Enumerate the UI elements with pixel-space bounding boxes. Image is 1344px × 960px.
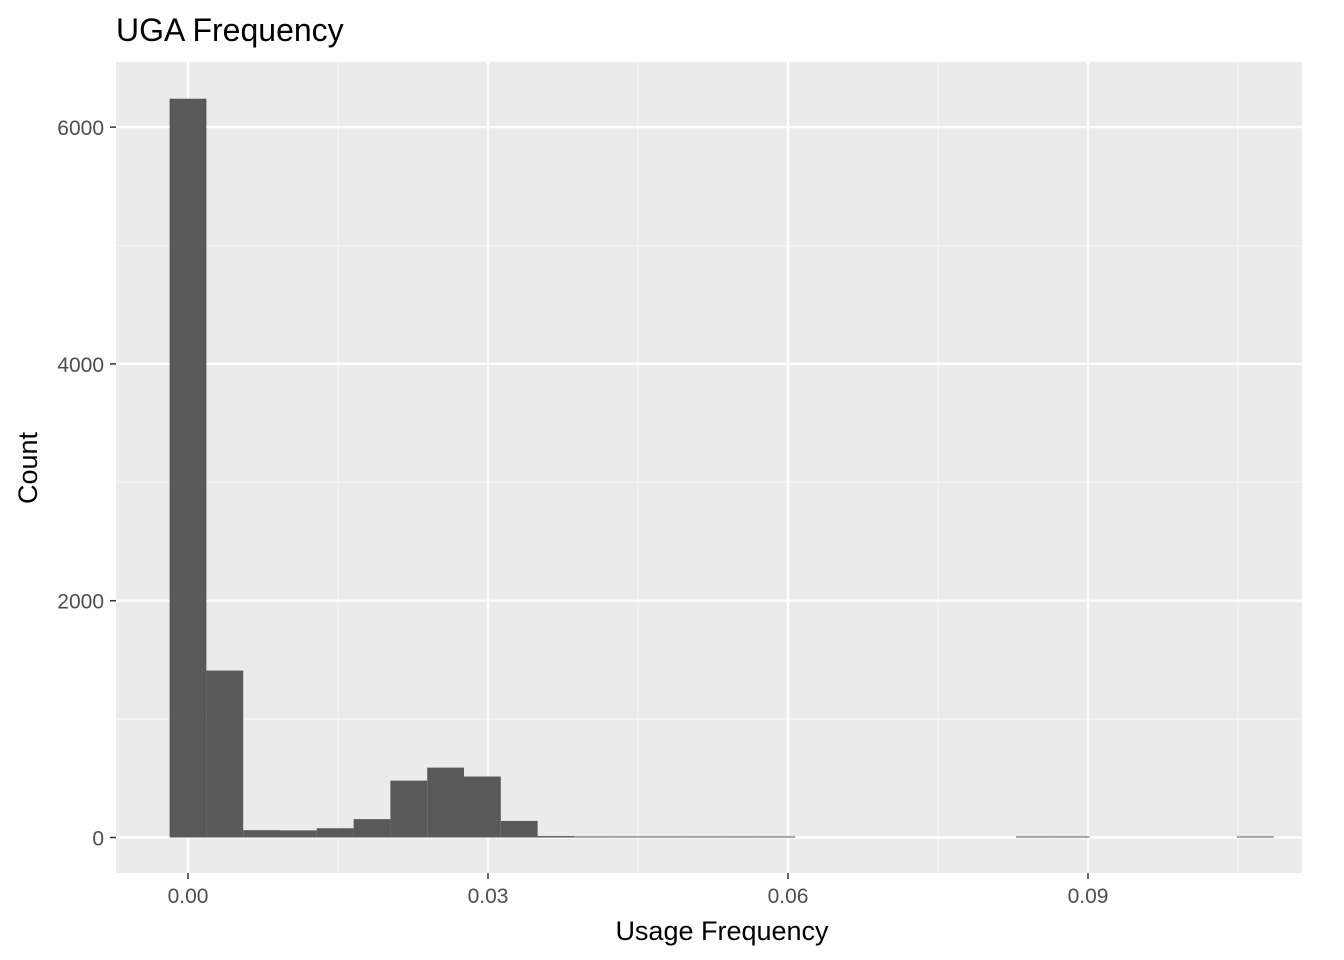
histogram-bar bbox=[243, 830, 280, 838]
x-tick-label: 0.03 bbox=[468, 885, 509, 908]
histogram-bar bbox=[684, 836, 722, 838]
histogram-bar bbox=[500, 820, 538, 838]
histogram-bar bbox=[574, 836, 612, 838]
histogram-bars bbox=[169, 98, 1274, 838]
y-tick-label: 6000 bbox=[57, 117, 104, 140]
x-tick-label: 0.09 bbox=[1068, 885, 1109, 908]
histogram-bar bbox=[1052, 836, 1090, 838]
y-tick-label: 2000 bbox=[57, 591, 104, 614]
y-axis-title: Count bbox=[13, 431, 43, 504]
histogram-bar bbox=[316, 828, 354, 838]
x-axis: 0.00 0.03 0.06 0.09 bbox=[168, 873, 1109, 908]
x-tick-label: 0.00 bbox=[168, 885, 209, 908]
histogram-bar bbox=[280, 830, 317, 838]
x-tick-label: 0.06 bbox=[768, 885, 809, 908]
histogram-bar bbox=[1016, 836, 1053, 838]
histogram-bar bbox=[206, 670, 244, 838]
minor-gridlines bbox=[116, 62, 1302, 873]
histogram-bar bbox=[390, 780, 428, 838]
histogram-bar bbox=[169, 98, 207, 838]
y-axis: 0 2000 4000 6000 bbox=[57, 117, 116, 850]
histogram-bar bbox=[611, 836, 648, 838]
y-tick-label: 0 bbox=[92, 827, 104, 850]
histogram-bar bbox=[537, 836, 575, 838]
histogram-bar bbox=[1236, 836, 1274, 838]
histogram-bar bbox=[648, 836, 685, 838]
histogram-bar bbox=[721, 836, 759, 838]
y-tick-label: 4000 bbox=[57, 354, 104, 377]
histogram-bar bbox=[427, 767, 464, 838]
histogram-bar bbox=[758, 836, 796, 838]
plot-panel bbox=[116, 62, 1302, 873]
histogram-bar bbox=[353, 819, 391, 838]
histogram-bar bbox=[464, 776, 501, 838]
x-axis-title: Usage Frequency bbox=[615, 916, 829, 946]
chart-title: UGA Frequency bbox=[116, 12, 344, 48]
